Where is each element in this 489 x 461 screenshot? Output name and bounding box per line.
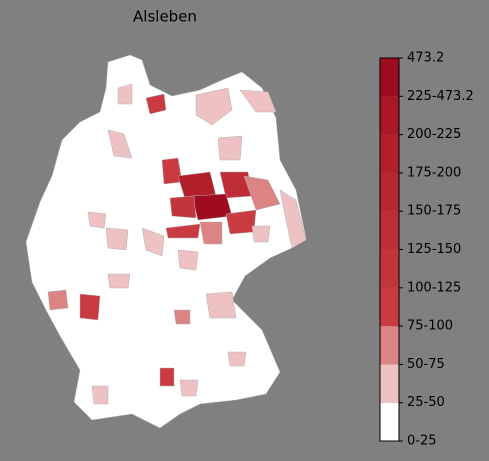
colorbar-label: 125-150 — [407, 242, 461, 257]
colorbar-label: 75-100 — [407, 319, 453, 334]
colorbar-label: 200-225 — [407, 127, 461, 142]
region — [199, 221, 223, 245]
colorbar-label: 0-25 — [407, 434, 437, 449]
region — [79, 293, 101, 321]
colorbar-segment — [380, 172, 399, 212]
region — [87, 211, 107, 229]
region — [165, 223, 201, 239]
colorbar-label: 150-175 — [407, 204, 461, 219]
region — [107, 273, 131, 289]
region — [173, 309, 191, 325]
region — [205, 291, 237, 319]
region — [195, 87, 233, 126]
colorbar-label: 473.2 — [407, 51, 444, 66]
colorbar-segment — [380, 364, 399, 403]
region — [251, 225, 271, 243]
region — [169, 195, 197, 219]
region — [117, 83, 133, 105]
region — [145, 93, 167, 115]
region — [279, 189, 307, 249]
colorbar-label: 25-50 — [407, 395, 445, 410]
germany-map — [25, 54, 307, 429]
region — [47, 289, 69, 311]
region — [191, 193, 233, 221]
colorbar-segment — [380, 58, 399, 97]
colorbar-label: 175-200 — [407, 165, 461, 180]
region — [91, 385, 109, 405]
colorbar-segment — [380, 96, 399, 135]
colorbar-label: 225-473.2 — [407, 89, 474, 104]
region — [239, 89, 277, 113]
region — [243, 175, 281, 211]
region — [141, 227, 165, 257]
colorbar: 0-25 25-50 50-75 75-100 100-125 125-150 150-17… — [379, 51, 474, 449]
region — [179, 379, 199, 397]
colorbar-segment — [380, 211, 399, 250]
region — [227, 351, 247, 367]
map-title: Alsleben — [133, 8, 197, 26]
region — [177, 249, 199, 271]
colorbar-segment — [380, 287, 399, 327]
region — [105, 227, 129, 251]
region — [107, 129, 133, 159]
region — [159, 367, 175, 387]
colorbar-segment — [380, 326, 399, 365]
colorbar-label: 100-125 — [407, 280, 461, 295]
colorbar-label: 50-75 — [407, 357, 445, 372]
colorbar-segment — [380, 134, 399, 173]
region — [225, 209, 257, 235]
colorbar-segment — [380, 249, 399, 288]
region — [217, 135, 243, 161]
colorbar-segment — [380, 402, 399, 441]
